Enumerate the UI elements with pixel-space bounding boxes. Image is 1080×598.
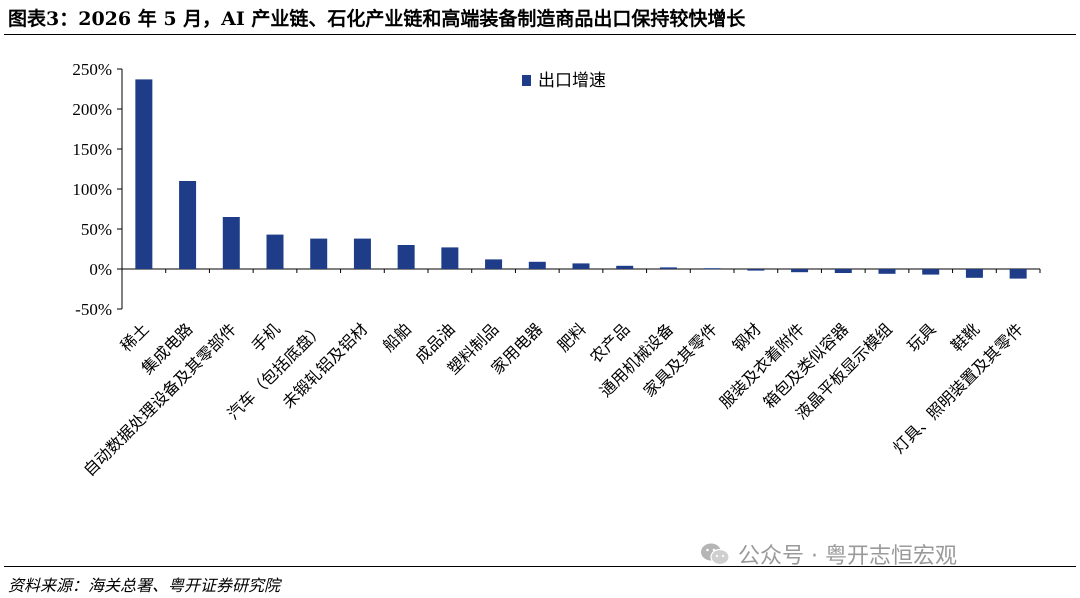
bar [878, 269, 896, 274]
legend: 出口增速 [522, 71, 606, 91]
bar [922, 269, 940, 275]
bar [834, 269, 852, 273]
bar [1009, 269, 1027, 279]
bar [441, 247, 459, 269]
bar [222, 217, 240, 269]
watermark: 公众号 · 粤开志恒宏观 [700, 538, 957, 570]
y-tick-label: -50% [75, 300, 112, 319]
bar [703, 268, 721, 270]
x-category-label: 肥料 [554, 319, 590, 355]
footer-divider [4, 566, 1076, 567]
y-tick-label: 250% [72, 60, 112, 79]
chart-title: 图表3：2026 年 5 月，AI 产业链、石化产业链和高端装备制造商品出口保持… [8, 8, 746, 30]
x-category-label: 稀土 [117, 319, 153, 355]
bars [135, 79, 1027, 279]
x-category-label: 手机 [248, 319, 284, 355]
bar [135, 79, 153, 270]
axes [117, 68, 1041, 310]
source-note: 资料来源：海关总署、粤开证券研究院 [8, 576, 281, 595]
bar [528, 261, 546, 269]
bar [179, 181, 197, 269]
x-category-label: 船舶 [379, 319, 415, 355]
title-divider [4, 34, 1076, 35]
bar [397, 245, 415, 269]
bar [572, 263, 590, 269]
wechat-icon [701, 543, 730, 566]
y-tick-label: 200% [72, 100, 112, 119]
bar [616, 265, 634, 269]
y-tick-label: 150% [72, 140, 112, 159]
y-tick-labels: -50% 0% 50% 100% 150% 200% 250% [72, 60, 112, 319]
bar [353, 238, 371, 269]
y-tick-label: 0% [89, 260, 112, 279]
y-tick-label: 50% [81, 220, 112, 239]
bar [266, 234, 284, 269]
bar [791, 269, 809, 273]
bar [310, 238, 328, 269]
bar [747, 269, 765, 271]
legend-swatch [522, 75, 531, 86]
bar [659, 267, 677, 269]
x-category-label: 玩具 [903, 319, 939, 355]
bar [485, 259, 503, 269]
bar-chart: -50% 0% 50% 100% 150% 200% 250% 稀土集成电路自动数据处理设备… [72, 60, 1041, 480]
x-category-label: 钢材 [729, 319, 765, 355]
watermark-text: 公众号 · 粤开志恒宏观 [738, 544, 957, 569]
legend-label: 出口增速 [538, 71, 606, 91]
bar [965, 269, 983, 278]
x-category-label: 鞋靴 [947, 319, 983, 355]
y-tick-label: 100% [72, 180, 112, 199]
